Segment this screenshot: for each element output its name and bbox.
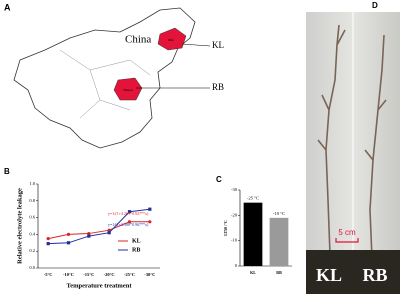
point	[46, 237, 50, 241]
point	[46, 242, 50, 246]
y-tick-label: 0.8	[29, 198, 35, 203]
bar	[243, 202, 263, 266]
x-tick-label: -25°C	[124, 272, 135, 277]
point	[127, 210, 132, 214]
x-tick-label: -15°C	[83, 272, 94, 277]
scale-label: 5 cm	[338, 228, 356, 237]
site-label: KL	[212, 40, 224, 50]
point	[66, 241, 71, 245]
map-outline	[13, 7, 196, 149]
panel-label: A	[4, 2, 11, 12]
x-tick-label: RB	[276, 270, 282, 275]
panel-label: D	[372, 1, 378, 10]
y-tick-label: -30	[231, 187, 238, 192]
series-line	[48, 208, 150, 245]
y-tick-label: -10	[231, 238, 238, 243]
x-tick-label: -30°C	[144, 272, 155, 277]
y-axis-label: LT50 /°C	[223, 220, 228, 236]
photo-label: KL	[316, 265, 342, 285]
point	[127, 220, 132, 224]
y-tick-label: 0	[235, 263, 238, 268]
point	[87, 234, 91, 238]
region-label: Jilin	[168, 38, 174, 42]
x-axis-label: Temperature treatment	[66, 282, 132, 289]
region-rb	[113, 77, 143, 101]
legend-label: KL	[132, 238, 141, 244]
y-tick-label: 1.0	[29, 181, 35, 186]
scale-bar	[335, 238, 359, 243]
x-tick-label: -20°C	[104, 272, 115, 277]
y-tick-label: 0.2	[29, 248, 35, 253]
point	[87, 231, 91, 236]
bar	[269, 217, 289, 266]
site-label: RB	[212, 82, 224, 92]
plant	[364, 34, 387, 259]
photo-label: RB	[362, 265, 387, 285]
y-axis-label: Relative electrolyte leakage	[16, 188, 23, 264]
value-label: -19 °C	[273, 211, 285, 216]
annotation: y=1/(1+4.269*0.927**x)	[108, 211, 149, 216]
y-tick-label: 0.0	[29, 265, 35, 270]
province-lines	[59, 49, 151, 119]
region-label: Henan	[123, 88, 132, 92]
point	[107, 231, 111, 235]
y-tick-label: 0.4	[29, 231, 35, 236]
leader-line	[181, 43, 211, 47]
y-tick-label: 0.6	[29, 215, 35, 220]
series-line	[48, 221, 150, 240]
point	[148, 220, 152, 224]
x-tick-label: KL	[250, 270, 256, 275]
panel-label: B	[4, 167, 10, 176]
annotation: y=1/(1+2.388*0.967**x)	[108, 222, 149, 227]
value-label: -25 °C	[247, 196, 259, 201]
x-tick-label: -10°C	[63, 272, 74, 277]
region-kl	[157, 27, 187, 51]
point	[66, 232, 71, 236]
soil	[306, 250, 400, 294]
plant	[317, 24, 346, 256]
point	[107, 228, 111, 232]
country-label: China	[125, 34, 151, 46]
point	[148, 207, 152, 211]
x-tick-label: -5°C	[44, 272, 53, 277]
y-tick-label: -20	[231, 212, 238, 217]
legend-label: RB	[132, 247, 140, 253]
panel-label: C	[216, 175, 222, 184]
